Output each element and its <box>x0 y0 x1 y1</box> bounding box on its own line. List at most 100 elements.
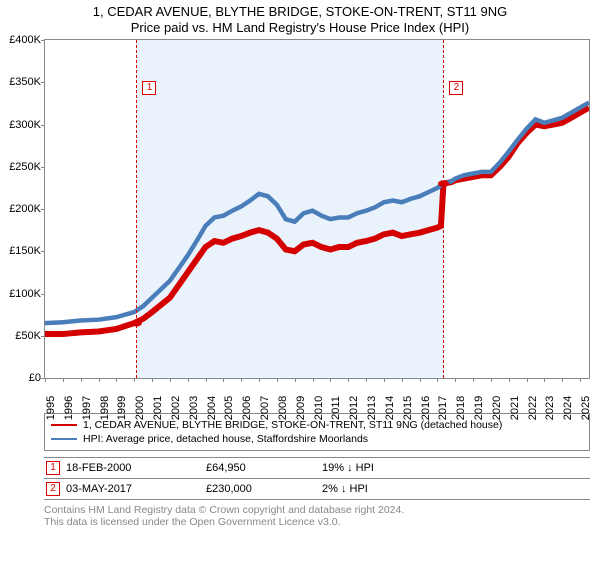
chart-area: £0£50K£100K£150K£200K£250K£300K£350K£400… <box>44 39 590 409</box>
x-axis-label: 2019 <box>473 396 485 420</box>
legend-label: HPI: Average price, detached house, Staf… <box>83 433 368 445</box>
y-tick <box>41 209 45 210</box>
y-axis-label: £150K <box>9 245 41 257</box>
x-tick <box>134 378 135 382</box>
x-axis-label: 2009 <box>295 396 307 420</box>
x-tick <box>473 378 474 382</box>
x-axis-label: 2013 <box>366 396 378 420</box>
transaction-price: £64,950 <box>206 462 316 474</box>
transaction-row: 203-MAY-2017£230,0002% ↓ HPI <box>44 479 590 500</box>
transactions-table: 1 18-FEB-2000 £64,950 19% ↓ HPI 2 03-MAY-2017… <box>44 457 590 500</box>
marker-vline <box>443 40 444 378</box>
transaction-row: 1 18-FEB-2000 £64,950 19% ↓ HPI <box>44 458 590 479</box>
marker-box: 2 <box>449 81 463 95</box>
x-tick <box>384 378 385 382</box>
x-tick <box>223 378 224 382</box>
y-axis-label: £0 <box>29 372 41 384</box>
x-axis-label: 2008 <box>277 396 289 420</box>
x-tick <box>259 378 260 382</box>
chart-title: 1, CEDAR AVENUE, BLYTHE BRIDGE, STOKE-ON… <box>0 4 600 19</box>
y-tick <box>41 294 45 295</box>
x-axis-label: 2014 <box>384 396 396 420</box>
y-tick <box>41 40 45 41</box>
x-tick <box>241 378 242 382</box>
transaction-date: 03-MAY-2017 <box>66 483 200 495</box>
x-axis-label: 1995 <box>45 396 57 420</box>
y-axis-label: £400K <box>9 34 41 46</box>
footnote: Contains HM Land Registry data © Crown c… <box>44 504 590 528</box>
x-axis-label: 2011 <box>330 396 342 420</box>
x-tick <box>99 378 100 382</box>
x-axis-label: 2022 <box>527 396 539 420</box>
transaction-marker: 2 <box>46 482 60 496</box>
transaction-diff: 19% ↓ HPI <box>322 462 590 474</box>
x-axis-label: 2010 <box>313 396 325 420</box>
x-tick <box>509 378 510 382</box>
x-tick <box>330 378 331 382</box>
x-tick <box>527 378 528 382</box>
y-axis-label: £50K <box>15 330 41 342</box>
x-axis-label: 2024 <box>562 396 574 420</box>
x-tick <box>295 378 296 382</box>
x-tick <box>420 378 421 382</box>
x-tick <box>206 378 207 382</box>
legend-swatch <box>51 424 77 426</box>
x-tick <box>81 378 82 382</box>
x-axis-label: 2012 <box>348 396 360 420</box>
x-tick <box>277 378 278 382</box>
x-axis-label: 2005 <box>223 396 235 420</box>
chart-container: 1, CEDAR AVENUE, BLYTHE BRIDGE, STOKE-ON… <box>0 4 600 564</box>
x-tick <box>437 378 438 382</box>
y-axis-label: £350K <box>9 76 41 88</box>
legend-row: HPI: Average price, detached house, Staf… <box>51 432 583 446</box>
x-axis-label: 2021 <box>509 396 521 420</box>
x-axis-label: 2023 <box>544 396 556 420</box>
x-axis-label: 2025 <box>580 396 592 420</box>
x-axis-label: 1999 <box>116 396 128 420</box>
x-axis-label: 2001 <box>152 396 164 420</box>
x-axis-label: 1998 <box>99 396 111 420</box>
x-tick <box>188 378 189 382</box>
x-axis-label: 2006 <box>241 396 253 420</box>
legend-label: 1, CEDAR AVENUE, BLYTHE BRIDGE, STOKE-ON… <box>83 419 502 431</box>
x-axis-label: 2000 <box>134 396 146 420</box>
transaction-price: £230,000 <box>206 483 316 495</box>
y-tick <box>41 82 45 83</box>
x-tick <box>402 378 403 382</box>
x-tick <box>170 378 171 382</box>
y-tick <box>41 251 45 252</box>
x-tick <box>313 378 314 382</box>
marker-box: 1 <box>142 81 156 95</box>
marker-vline <box>136 40 137 378</box>
series-price_paid <box>45 108 589 334</box>
x-axis-label: 2015 <box>402 396 414 420</box>
x-tick <box>562 378 563 382</box>
x-tick <box>152 378 153 382</box>
transaction-date: 18-FEB-2000 <box>66 462 200 474</box>
y-axis-label: £250K <box>9 161 41 173</box>
x-axis-label: 2002 <box>170 396 182 420</box>
x-tick <box>63 378 64 382</box>
x-tick <box>366 378 367 382</box>
y-tick <box>41 125 45 126</box>
x-tick <box>544 378 545 382</box>
plot-region: £0£50K£100K£150K£200K£250K£300K£350K£400… <box>44 39 590 379</box>
series-hpi <box>45 103 589 324</box>
x-tick <box>580 378 581 382</box>
chart-svg <box>45 40 589 378</box>
y-tick <box>41 336 45 337</box>
transaction-marker: 1 <box>46 461 60 475</box>
x-tick <box>491 378 492 382</box>
x-axis-label: 2016 <box>420 396 432 420</box>
x-tick <box>45 378 46 382</box>
x-tick <box>348 378 349 382</box>
footnote-line: Contains HM Land Registry data © Crown c… <box>44 504 590 516</box>
x-axis-label: 1997 <box>81 396 93 420</box>
y-axis-label: £300K <box>9 119 41 131</box>
y-tick <box>41 167 45 168</box>
x-tick <box>455 378 456 382</box>
footnote-line: This data is licensed under the Open Gov… <box>44 516 590 528</box>
chart-subtitle: Price paid vs. HM Land Registry's House … <box>0 20 600 35</box>
x-axis-label: 2018 <box>455 396 467 420</box>
x-axis-label: 2003 <box>188 396 200 420</box>
